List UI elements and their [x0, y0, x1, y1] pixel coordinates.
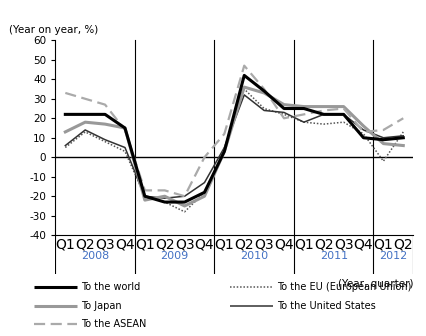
Text: To the United States: To the United States	[277, 301, 376, 311]
Text: (Year on year, %): (Year on year, %)	[9, 25, 98, 35]
Text: 2010: 2010	[240, 251, 268, 261]
Text: To the world: To the world	[81, 282, 140, 292]
Text: 2009: 2009	[161, 251, 189, 261]
Text: (Year, quarter): (Year, quarter)	[338, 279, 413, 289]
Text: To Japan: To Japan	[81, 301, 121, 311]
Text: To the ASEAN: To the ASEAN	[81, 319, 146, 329]
Text: 2011: 2011	[320, 251, 348, 261]
Text: 2012: 2012	[379, 251, 407, 261]
Text: 2008: 2008	[81, 251, 109, 261]
Text: To the EU (European Union): To the EU (European Union)	[277, 282, 411, 292]
